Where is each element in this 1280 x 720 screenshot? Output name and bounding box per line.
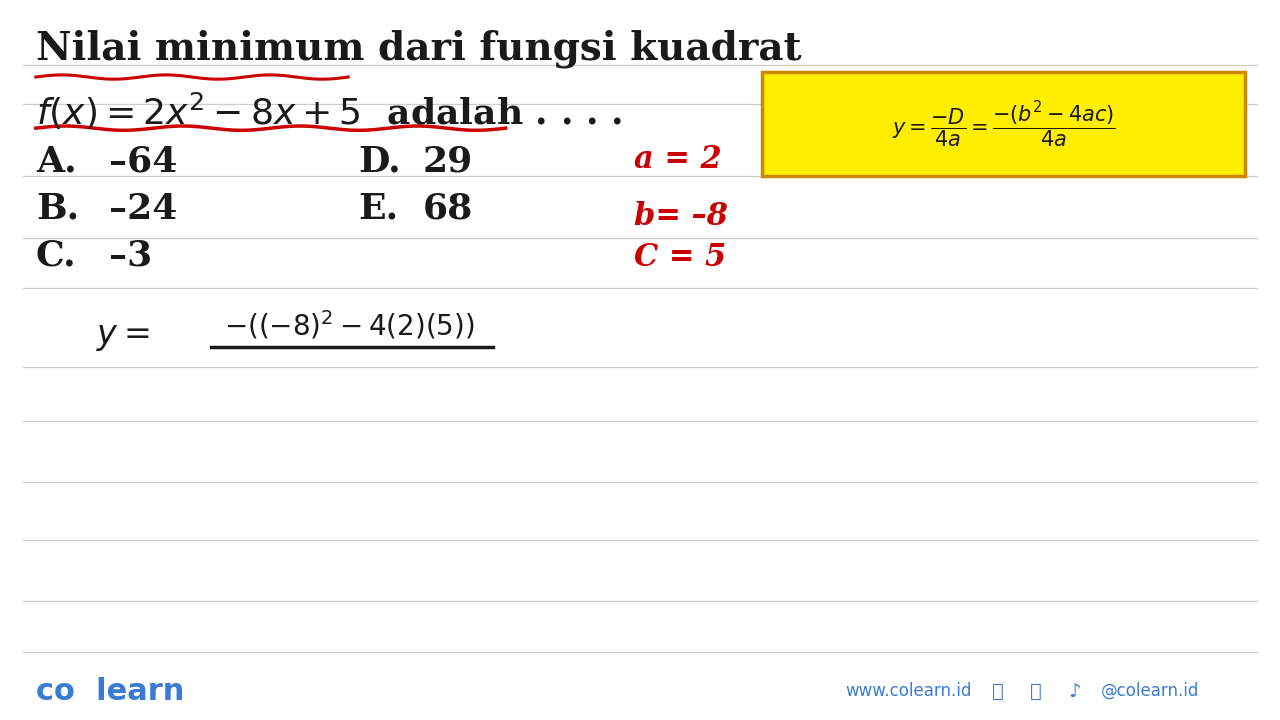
Text: –64: –64 [109,145,177,179]
Text: 68: 68 [422,192,472,226]
Text: C = 5: C = 5 [634,242,726,274]
Text: C.: C. [36,238,77,273]
Text: D.: D. [358,145,401,179]
Text: :  [992,682,1004,701]
Text: $y =$: $y =$ [96,320,150,354]
Text: A.: A. [36,145,77,179]
Text: ♪: ♪ [1069,682,1082,701]
Text: $-((-8)^2-4(2)(5))$: $-((-8)^2-4(2)(5))$ [224,309,475,342]
Text: E.: E. [358,192,398,226]
FancyBboxPatch shape [762,72,1245,176]
Text: B.: B. [36,192,79,226]
Text: @colearn.id: @colearn.id [1101,683,1199,700]
Text: www.colearn.id: www.colearn.id [845,683,972,700]
Text: b= –8: b= –8 [634,200,727,232]
Text: $y = \dfrac{-D}{4a} = \dfrac{-(b^2-4ac)}{4a}$: $y = \dfrac{-D}{4a} = \dfrac{-(b^2-4ac)}… [892,99,1115,150]
Text: a = 2: a = 2 [634,144,722,176]
Text: Nilai minimum dari fungsi kuadrat: Nilai minimum dari fungsi kuadrat [36,30,801,68]
Text: –3: –3 [109,238,152,273]
Text: –24: –24 [109,192,177,226]
Text: co  learn: co learn [36,677,184,706]
Text: 29: 29 [422,145,472,179]
Text: Ⓘ: Ⓘ [1030,682,1042,701]
Text: $f(x) = 2x^2 - 8x + 5$  adalah . . . .: $f(x) = 2x^2 - 8x + 5$ adalah . . . . [36,91,622,132]
